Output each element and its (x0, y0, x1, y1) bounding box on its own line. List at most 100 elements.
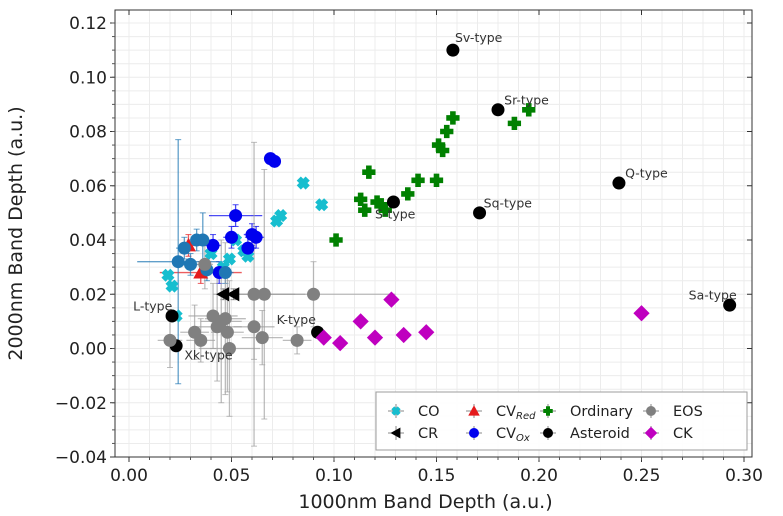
legend-label: CK (673, 426, 693, 442)
y-tick-label: 0.04 (69, 231, 107, 251)
axis-ticks (110, 10, 752, 462)
legend-item-ordinary: Ordinary (540, 404, 633, 420)
legend-item-cr: CR (388, 426, 438, 442)
cvox-point (229, 209, 243, 223)
asteroid-point (386, 195, 400, 209)
co-point (165, 279, 179, 293)
x-tick-label: 0.25 (623, 466, 661, 486)
eos-point (257, 287, 271, 301)
ordinary-point (522, 103, 536, 117)
eos-point (247, 287, 261, 301)
eos-point (222, 342, 236, 355)
ck-point (315, 329, 332, 346)
co-point-shape (296, 176, 310, 190)
legend-label-subscript: Ox (516, 433, 530, 444)
y-tick-label: 0.06 (69, 177, 107, 197)
y-tick-label: 0.08 (69, 123, 107, 143)
x-axis-label: 1000nm Band Depth (a.u.) (298, 491, 552, 513)
x-tick-label: 0.10 (315, 466, 353, 486)
ordinary-point (329, 233, 343, 247)
eos-point (255, 331, 269, 345)
cvox-point (241, 241, 255, 255)
legend-marker-eos (646, 406, 656, 416)
x-tick-label: 0.05 (213, 466, 251, 486)
cvox-point (268, 154, 282, 168)
y-tick-label: −0.02 (55, 394, 107, 414)
y-axis-label: 2000nm Band Depth (a.u.) (5, 106, 27, 360)
ordinary-point (362, 165, 376, 179)
legend-label: EOS (673, 404, 703, 420)
x-tick-labels: 0.00 0.05 0.10 0.15 0.20 0.25 0.30 (110, 466, 763, 486)
co-point (222, 252, 236, 266)
cvsteel-point (177, 241, 191, 255)
y-tick-label: 0.00 (69, 340, 107, 360)
asteroid-label: Sv-type (455, 30, 503, 45)
legend-marker-co (391, 406, 401, 416)
cr-point (216, 287, 230, 302)
ordinary-point (358, 203, 372, 217)
ck-point (366, 329, 384, 346)
legend-marker-asteroid (543, 428, 553, 438)
co-point (274, 209, 288, 223)
asteroid-label: Q-type (625, 166, 668, 181)
ordinary-point (436, 143, 450, 158)
legend-marker-cvox (469, 428, 479, 438)
eos-point (290, 333, 304, 347)
x-tick-label: 0.30 (725, 466, 763, 486)
legend-item-ck: CK (643, 426, 693, 442)
asteroid-label: S-type (375, 206, 416, 221)
co-point-shape (161, 268, 175, 282)
legend-marker-co-shape (391, 406, 401, 416)
x-tick-label: 0.00 (110, 466, 148, 486)
y-tick-label: 0.10 (69, 68, 107, 88)
y-tick-label: 0.02 (69, 285, 107, 305)
cvsteel-point (218, 266, 232, 280)
asteroid-point (491, 103, 505, 117)
asteroid-point (446, 43, 460, 57)
asteroid-label: K-type (277, 312, 317, 327)
asteroid-label: Sr-type (504, 92, 549, 107)
asteroid-label: Sa-type (689, 288, 737, 303)
x-tick-label: 0.20 (520, 466, 558, 486)
co-point-shape (222, 252, 236, 266)
y-tick-label: −0.04 (55, 448, 107, 468)
legend-box (375, 391, 748, 451)
legend-label: CO (418, 404, 440, 420)
legend-marker-ck (644, 426, 658, 440)
y-tick-label: 0.12 (69, 14, 107, 34)
ordinary-point (507, 116, 522, 131)
cvsteel-point (184, 257, 197, 271)
cvox-point (249, 230, 263, 244)
asteroid-point (165, 309, 179, 323)
cvsteel-point (196, 233, 210, 247)
ck-point (418, 324, 435, 341)
legend-marker-ordinary (543, 406, 553, 416)
legend-marker-cr (390, 427, 401, 439)
eos-point (220, 325, 234, 339)
cvox-point (225, 230, 238, 244)
ck-point (352, 313, 369, 330)
eos-point (198, 257, 212, 271)
ordinary-point (378, 203, 392, 217)
ordinary-point (411, 173, 425, 187)
co-point (161, 268, 175, 282)
asteroid-label: L-type (133, 299, 172, 314)
asteroid-label: Xk-type (184, 347, 233, 362)
cvsteel-point (171, 255, 185, 269)
ck-point (383, 291, 400, 308)
eos-point (163, 333, 177, 347)
co-point-shape (315, 198, 329, 212)
ordinary-point (429, 173, 444, 187)
ck-point (633, 305, 650, 322)
co-point-shape (165, 279, 179, 293)
legend-item-co: CO (388, 404, 440, 420)
legend-label: CR (418, 426, 438, 442)
ordinary-point (431, 138, 446, 152)
co-point (315, 198, 329, 212)
legend-label-subscript: Red (516, 411, 536, 422)
ordinary-point (354, 192, 368, 206)
eos-point (247, 320, 261, 334)
legend-marker-cvred (468, 405, 480, 416)
ordinary-point (401, 187, 415, 201)
